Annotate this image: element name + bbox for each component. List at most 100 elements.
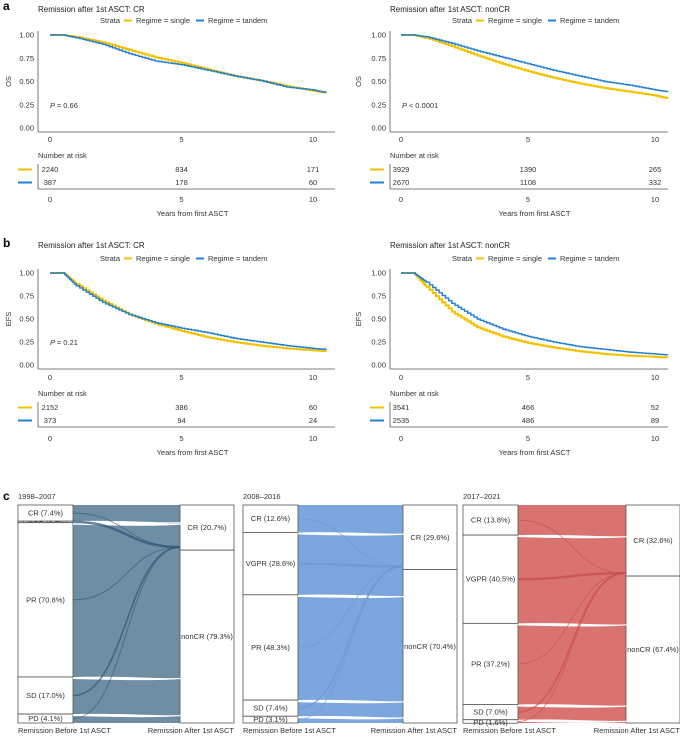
risk-count: 466 [522,403,535,412]
flow-gap [518,623,628,627]
risk-count: 89 [651,416,659,425]
p-value: P = 0.21 [50,338,78,347]
y-tick-label: 0.50 [19,315,34,324]
x-tick-label: 5 [179,135,183,144]
risk-count: 60 [309,403,317,412]
flow-ribbon [297,562,404,568]
risk-x-tick-label: 0 [48,434,52,443]
stratum-after [625,504,680,577]
stratum-before-label: SD (7.0%) [473,708,508,717]
risk-table: Number at risk 3541 466 52 2535 486 89 0 5 10 Year… [370,389,668,457]
x-tick-label: 0 [399,135,403,144]
stratum-after [179,549,235,724]
y-tick-label: 0.50 [19,77,34,86]
flow-ribbon [72,546,181,719]
stratum-after-label: nonCR (70.4%) [404,642,456,651]
km-plot-2: Remission after 1st ASCT: CR Strata Regime… [4,241,335,457]
flow-ribbon [72,546,181,697]
y-tick-label: 0.25 [19,338,34,347]
risk-count: 386 [175,403,188,412]
y-tick-label: 0.00 [19,124,34,133]
legend-entry-single: Regime = single [488,254,542,263]
risk-header: Number at risk [390,151,439,160]
alluvial-title: 1998–2007 [18,492,56,501]
x-tick-label: 5 [179,373,183,382]
risk-count: 3541 [393,403,410,412]
legend-entry-tandem: Regime = tandem [560,16,619,25]
x-tick-label: 0 [399,373,403,382]
x-axis-label: Years from first ASCT [499,448,571,457]
y-tick-label: 1.00 [371,31,386,40]
plot-title: Remission after 1st ASCT: CR [38,241,145,250]
flow-ribbon [517,519,627,574]
km-curve-single [50,34,328,94]
y-tick-label: 0.50 [371,315,386,324]
y-tick-label: 0.50 [371,77,386,86]
x-tick-label: 10 [309,135,317,144]
flow-ribbon [297,518,404,567]
risk-x-tick-label: 5 [526,195,530,204]
legend-entry-single: Regime = single [136,16,190,25]
y-tick-label: 0.75 [371,54,386,63]
x-axis-label: Years from first ASCT [157,448,229,457]
risk-count: 178 [175,178,188,187]
flow-ribbon [72,520,181,549]
flow-ribbon [517,571,627,581]
risk-count: 834 [175,165,188,174]
risk-x-tick-label: 10 [651,195,659,204]
legend-title: Strata [452,16,473,25]
risk-count: 486 [522,416,535,425]
flow-gap [73,713,183,718]
legend-entry-single: Regime = single [136,254,190,263]
stratum-before-label: PD (3.1%) [253,715,288,724]
risk-count: 60 [309,178,317,187]
plot-title: Remission after 1st ASCT: nonCR [390,241,510,250]
alluvial-title: 2017–2021 [463,492,501,501]
risk-table: Number at risk 2240 834 171 387 178 60 0 5 10 Year… [18,151,335,218]
risk-count: 1390 [520,165,537,174]
flow-gap [298,532,408,536]
flow-ribbon [517,572,627,722]
flow-area [518,505,626,723]
legend-title: Strata [100,16,121,25]
legend: Strata Regime = single Regime = tandem [452,16,619,25]
risk-count: 387 [44,178,57,187]
stratum-after [402,504,458,570]
y-tick-label: 0.25 [371,100,386,109]
stratum-before-label: PR (48.3%) [251,643,290,652]
risk-count: 171 [307,165,320,174]
y-tick-label: 0.75 [19,292,34,301]
x-tick-label: 10 [651,373,659,382]
flow-gap [298,594,408,598]
risk-x-tick-label: 10 [309,195,317,204]
risk-x-tick-label: 5 [179,434,183,443]
km-curve-tandem [50,34,327,94]
stratum-before [17,522,74,678]
legend: Strata Regime = single Regime = tandem [100,254,267,263]
km-curve-tandem [401,34,669,93]
legend: Strata Regime = single Regime = tandem [100,16,267,25]
y-tick-label: 0.00 [371,361,386,370]
legend-title: Strata [100,254,121,263]
stratum-before-label: VGPR (40.5%) [466,575,516,584]
x-tick-label: 5 [526,373,530,382]
legend-entry-single: Regime = single [488,16,542,25]
stratum-after [402,569,458,724]
risk-table: Number at risk 2152 386 60 373 94 24 0 5 10 Years … [18,389,335,457]
p-value: P < 0.0001 [402,101,438,110]
risk-count: 3929 [393,165,410,174]
km-curve-tandem [50,272,327,350]
flow-ribbon [72,546,181,601]
y-axis-label: OS [354,76,363,87]
y-tick-label: 1.00 [19,269,34,278]
left-axis-label: Remission Before 1st ASCT [243,726,336,735]
risk-x-tick-label: 0 [399,195,403,204]
stratum-before-label: PD (4.1%) [28,714,63,723]
stratum-before [242,504,299,533]
stratum-after-label: CR (29.6%) [410,533,450,542]
risk-x-tick-label: 10 [651,434,659,443]
risk-header: Number at risk [390,389,439,398]
stratum-before-label: CR (13.8%) [471,516,511,525]
y-tick-label: 0.75 [19,54,34,63]
